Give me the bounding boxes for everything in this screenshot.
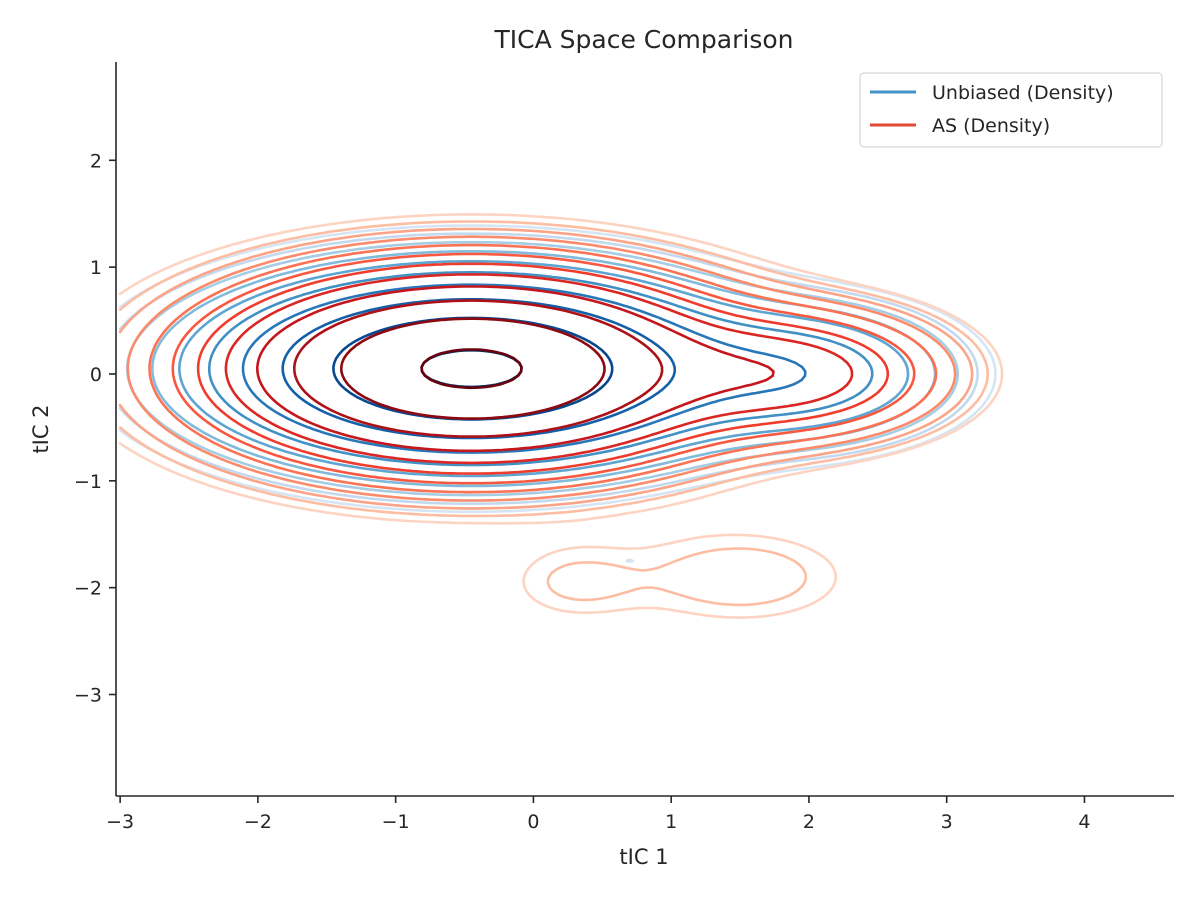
contour-level-line xyxy=(178,260,910,478)
contour-level-line xyxy=(293,299,664,438)
x-axis-label: tIC 1 xyxy=(619,845,668,869)
contour-level-line xyxy=(241,283,807,454)
contour-level-line xyxy=(208,271,874,467)
legend-label-as: AS (Density) xyxy=(932,115,1050,137)
y-tick-label: 0 xyxy=(90,364,102,386)
y-tick-label: −3 xyxy=(74,685,102,707)
contour-layer xyxy=(118,213,1004,619)
contour-level-line xyxy=(148,243,938,494)
y-tick-label: −1 xyxy=(74,471,102,493)
x-tick-label: 1 xyxy=(665,811,677,833)
y-tick-label: 1 xyxy=(90,257,102,279)
contour-level-line xyxy=(126,235,957,502)
x-tick-label: 2 xyxy=(803,811,815,833)
contour-level-line xyxy=(420,348,523,390)
y-axis-ticks: −3 −2 −1 0 1 2 xyxy=(74,150,116,707)
legend-box xyxy=(859,72,1163,148)
chart-title: TICA Space Comparison xyxy=(494,25,794,54)
contour-level-line xyxy=(171,252,916,485)
legend-label-unbiased: Unbiased (Density) xyxy=(932,82,1114,104)
x-tick-label: −3 xyxy=(106,811,134,833)
contour-level-line xyxy=(224,273,854,465)
y-tick-label: −2 xyxy=(74,578,102,600)
x-tick-label: 4 xyxy=(1078,811,1090,833)
x-tick-label: −2 xyxy=(244,811,272,833)
contour-level-line xyxy=(256,285,775,453)
contour-level-line xyxy=(281,298,677,440)
x-tick-label: −1 xyxy=(382,811,410,833)
contour-level-line xyxy=(118,227,974,510)
contour-level-line xyxy=(196,262,890,475)
contour-series-as xyxy=(118,213,1004,619)
y-axis-label: tIC 2 xyxy=(29,404,53,453)
contour-level-line xyxy=(340,317,606,420)
y-tick-label: 2 xyxy=(90,150,102,172)
x-axis-ticks: −3 −2 −1 0 1 2 3 4 xyxy=(106,796,1091,833)
x-tick-label: 3 xyxy=(941,811,953,833)
contour-level-line xyxy=(118,220,989,607)
x-tick-label: 0 xyxy=(527,811,539,833)
legend: Unbiased (Density) AS (Density) xyxy=(859,72,1163,148)
contour-level-line xyxy=(118,213,1004,619)
